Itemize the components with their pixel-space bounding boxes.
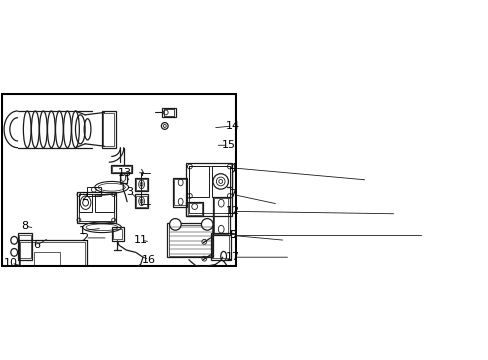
Bar	[34, 252, 60, 266]
Bar	[214, 198, 228, 234]
Bar	[110, 165, 132, 173]
Bar	[136, 196, 146, 207]
Bar	[51, 279, 75, 288]
Bar	[17, 278, 29, 295]
Bar	[186, 163, 232, 216]
Text: 6: 6	[33, 240, 41, 250]
Ellipse shape	[169, 219, 181, 230]
Text: 12: 12	[225, 206, 240, 216]
Bar	[167, 224, 213, 257]
Bar	[19, 234, 31, 258]
Bar	[168, 225, 211, 256]
Text: 2: 2	[81, 233, 88, 243]
Bar	[213, 197, 229, 235]
Bar	[135, 194, 148, 208]
Bar	[103, 113, 114, 146]
Text: 2: 2	[81, 192, 88, 202]
Ellipse shape	[11, 248, 18, 256]
Text: 16: 16	[142, 255, 156, 265]
Bar	[188, 166, 209, 197]
Bar	[18, 233, 32, 260]
Text: 14: 14	[225, 121, 240, 131]
Bar	[19, 240, 86, 291]
Bar	[95, 194, 113, 212]
Text: 9: 9	[229, 230, 236, 240]
Bar	[46, 284, 78, 293]
Bar	[188, 166, 229, 213]
Bar	[79, 194, 113, 221]
Bar	[163, 109, 174, 116]
Bar	[49, 286, 75, 297]
Bar	[111, 227, 123, 241]
Bar	[20, 242, 85, 289]
Bar	[186, 202, 203, 216]
Bar	[210, 233, 230, 260]
Text: 17: 17	[225, 252, 240, 262]
Text: 3: 3	[126, 187, 133, 197]
Bar	[162, 108, 176, 117]
Ellipse shape	[11, 237, 18, 244]
Bar	[53, 280, 74, 286]
Bar	[113, 229, 122, 239]
Text: 7: 7	[229, 189, 236, 199]
Bar	[135, 177, 148, 191]
Text: 13: 13	[118, 168, 132, 178]
Bar	[15, 276, 31, 297]
Bar	[187, 203, 202, 215]
Text: 10: 10	[4, 258, 18, 268]
Bar	[79, 194, 92, 212]
Bar	[173, 177, 187, 207]
Bar	[77, 192, 115, 224]
Text: 1: 1	[79, 226, 86, 236]
Text: 15: 15	[221, 140, 235, 150]
Bar	[112, 166, 131, 172]
Text: 4: 4	[229, 163, 236, 173]
Bar	[212, 234, 229, 258]
Text: 8: 8	[21, 221, 28, 231]
Text: 11: 11	[133, 235, 147, 245]
Bar	[14, 293, 32, 299]
Bar	[86, 187, 101, 196]
Bar	[136, 179, 146, 190]
Text: 5: 5	[229, 230, 236, 240]
Bar	[174, 179, 185, 205]
Bar	[102, 112, 115, 148]
Bar	[211, 166, 229, 197]
Bar	[120, 173, 126, 183]
Ellipse shape	[201, 219, 213, 230]
